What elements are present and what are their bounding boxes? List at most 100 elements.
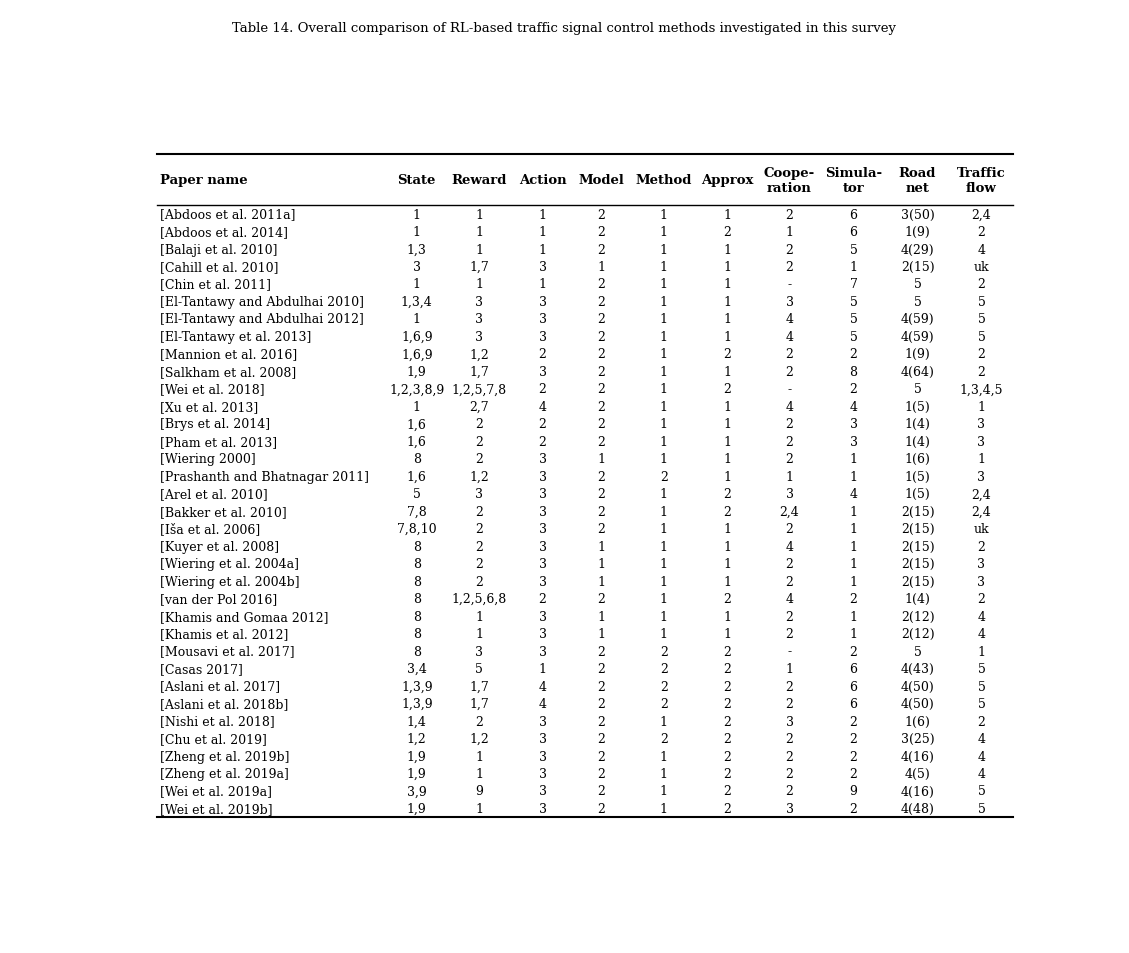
Text: 4(64): 4(64) <box>901 366 935 378</box>
Text: 1: 1 <box>978 453 986 466</box>
Text: 6: 6 <box>849 698 858 710</box>
Text: 8: 8 <box>413 575 421 588</box>
Text: [Chu et al. 2019]: [Chu et al. 2019] <box>160 732 268 745</box>
Text: 1: 1 <box>724 400 732 414</box>
Text: 1,2: 1,2 <box>470 470 489 483</box>
Text: 2: 2 <box>597 383 605 395</box>
Text: 1: 1 <box>659 383 668 395</box>
Text: 1: 1 <box>849 470 858 483</box>
Text: 4(43): 4(43) <box>901 662 935 676</box>
Text: 1: 1 <box>659 750 668 762</box>
Text: 5: 5 <box>978 331 986 344</box>
Text: 2: 2 <box>597 226 605 239</box>
Text: [Wei et al. 2019a]: [Wei et al. 2019a] <box>160 784 272 798</box>
Text: 2: 2 <box>786 418 794 431</box>
Text: 2: 2 <box>850 802 857 815</box>
Text: 2,4: 2,4 <box>972 505 991 518</box>
Text: 8: 8 <box>413 645 421 658</box>
Text: 2: 2 <box>539 418 546 431</box>
Text: 2: 2 <box>597 418 605 431</box>
Text: 4: 4 <box>786 540 794 553</box>
Text: 2: 2 <box>850 750 857 762</box>
Text: [Cahill et al. 2010]: [Cahill et al. 2010] <box>160 261 279 274</box>
Text: 1: 1 <box>659 366 668 378</box>
Text: 2(15): 2(15) <box>901 540 935 553</box>
Text: 2: 2 <box>786 627 794 640</box>
Text: 2: 2 <box>597 698 605 710</box>
Text: 5: 5 <box>850 314 857 326</box>
Text: [Aslani et al. 2017]: [Aslani et al. 2017] <box>160 679 280 693</box>
Text: 1: 1 <box>724 575 732 588</box>
Text: [Zheng et al. 2019b]: [Zheng et al. 2019b] <box>160 750 290 762</box>
Text: 3: 3 <box>539 627 546 640</box>
Text: 2: 2 <box>786 348 794 361</box>
Text: 1: 1 <box>724 627 732 640</box>
Text: 1,7: 1,7 <box>470 366 489 378</box>
Text: 2: 2 <box>724 802 732 815</box>
Text: 4: 4 <box>849 400 858 414</box>
Text: 2: 2 <box>724 784 732 798</box>
Text: 2: 2 <box>724 383 732 395</box>
Text: 7,8: 7,8 <box>406 505 427 518</box>
Text: 3: 3 <box>786 488 794 500</box>
Text: 2: 2 <box>978 593 986 605</box>
Text: 1: 1 <box>978 400 986 414</box>
Text: 1,9: 1,9 <box>406 767 427 781</box>
Text: 1: 1 <box>724 366 732 378</box>
Text: 2: 2 <box>475 505 483 518</box>
Text: 1: 1 <box>475 750 483 762</box>
Text: 3: 3 <box>539 645 546 658</box>
Text: 2: 2 <box>786 610 794 623</box>
Text: 6: 6 <box>849 226 858 239</box>
Text: 2: 2 <box>724 505 732 518</box>
Text: 8: 8 <box>413 540 421 553</box>
Text: 1: 1 <box>659 243 668 256</box>
Text: 2: 2 <box>539 593 546 605</box>
Text: 4(59): 4(59) <box>901 314 935 326</box>
Text: [Khamis et al. 2012]: [Khamis et al. 2012] <box>160 627 289 640</box>
Text: 1: 1 <box>413 209 421 221</box>
Text: 2: 2 <box>724 679 732 693</box>
Text: 1: 1 <box>659 593 668 605</box>
Text: 1: 1 <box>724 610 732 623</box>
Text: 1: 1 <box>786 470 794 483</box>
Text: 3: 3 <box>539 470 546 483</box>
Text: 3: 3 <box>475 295 483 309</box>
Text: 2: 2 <box>724 645 732 658</box>
Text: 1: 1 <box>539 278 546 292</box>
Text: [Casas 2017]: [Casas 2017] <box>160 662 243 676</box>
Text: -: - <box>788 645 791 658</box>
Text: 2: 2 <box>475 522 483 536</box>
Text: 2: 2 <box>786 436 794 448</box>
Text: 1: 1 <box>659 418 668 431</box>
Text: [Abdoos et al. 2011a]: [Abdoos et al. 2011a] <box>160 209 296 221</box>
Text: 2: 2 <box>724 750 732 762</box>
Text: 1(9): 1(9) <box>904 348 930 361</box>
Text: 1: 1 <box>724 470 732 483</box>
Text: 2: 2 <box>597 348 605 361</box>
Text: 1: 1 <box>724 418 732 431</box>
Text: 2: 2 <box>659 470 667 483</box>
Text: 2: 2 <box>724 593 732 605</box>
Text: 1: 1 <box>475 209 483 221</box>
Text: 3: 3 <box>978 558 986 571</box>
Text: [El-Tantawy and Abdulhai 2010]: [El-Tantawy and Abdulhai 2010] <box>160 295 365 309</box>
Text: 2: 2 <box>475 558 483 571</box>
Text: 4: 4 <box>978 767 986 781</box>
Text: 8: 8 <box>849 366 858 378</box>
Text: 2: 2 <box>786 750 794 762</box>
Text: [Iša et al. 2006]: [Iša et al. 2006] <box>160 522 261 536</box>
Text: 2: 2 <box>978 226 986 239</box>
Text: 1: 1 <box>413 278 421 292</box>
Text: 1: 1 <box>475 802 483 815</box>
Text: 2: 2 <box>786 698 794 710</box>
Text: 1: 1 <box>849 261 858 274</box>
Text: 1: 1 <box>659 331 668 344</box>
Text: 1(9): 1(9) <box>904 226 930 239</box>
Text: 2: 2 <box>475 453 483 466</box>
Text: 1: 1 <box>475 767 483 781</box>
Text: 2: 2 <box>724 226 732 239</box>
Text: 2: 2 <box>597 209 605 221</box>
Text: 2: 2 <box>724 662 732 676</box>
Text: 4: 4 <box>978 750 986 762</box>
